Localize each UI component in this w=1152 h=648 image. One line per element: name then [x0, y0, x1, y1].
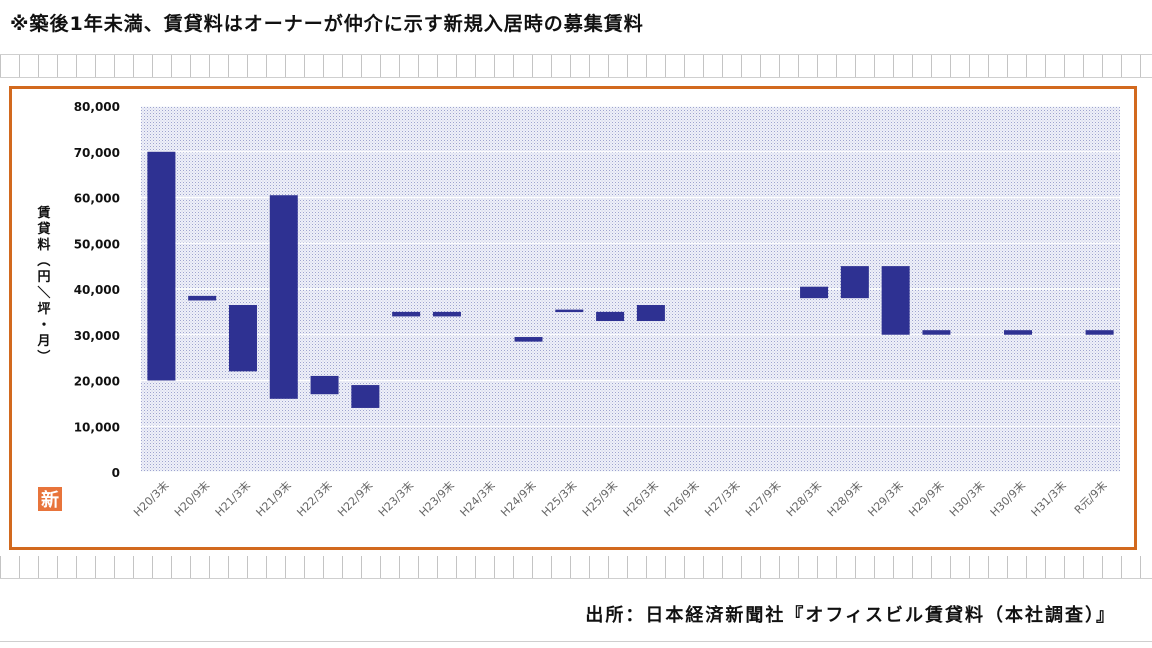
y-axis-label-char: ／	[35, 285, 51, 298]
bar-range	[269, 195, 298, 399]
x-tick-label: H28/3末	[783, 478, 824, 519]
y-axis-label-char: （	[35, 253, 51, 266]
x-tick-label: H20/3末	[131, 478, 172, 519]
sheet-line	[0, 77, 1152, 78]
x-tick-label: H20/9末	[171, 478, 212, 519]
sheet-line	[0, 578, 1152, 579]
bar-range	[840, 266, 869, 299]
x-tick-label: H23/9末	[416, 478, 457, 519]
chart-frame: 0 10,000 20,000 30,000 40,000 50,000 60,000 70,…	[9, 86, 1137, 550]
y-tick-label: 10,000	[74, 420, 120, 434]
x-tick-label: H27/3末	[702, 478, 743, 519]
x-tick-label: H26/3末	[620, 478, 661, 519]
rent-range-chart: 0 10,000 20,000 30,000 40,000 50,000 60,000 70,…	[35, 100, 1120, 519]
y-axis-label-char: ・	[37, 318, 50, 333]
y-axis-label-char: 貸	[37, 221, 50, 237]
bar-range	[881, 266, 910, 335]
y-tick-label: 40,000	[74, 283, 120, 297]
bar-range	[432, 311, 461, 317]
x-tick-label: H27/9末	[742, 478, 783, 519]
x-tick-label: H25/9末	[579, 478, 620, 519]
bar-range	[922, 330, 951, 335]
y-tick-label: 30,000	[74, 329, 120, 343]
x-tick-label: H30/3末	[946, 478, 987, 519]
x-tick-label: H30/9末	[987, 478, 1028, 519]
y-axis-label-char: 料	[37, 237, 50, 253]
x-tick-label: R元/9末	[1071, 478, 1109, 516]
x-tick-label: H31/3末	[1028, 478, 1069, 519]
y-tick-label: 70,000	[74, 146, 120, 160]
svg-text:新: 新	[41, 489, 59, 511]
x-tick-label: H29/9末	[906, 478, 947, 519]
bar-range	[1004, 330, 1033, 335]
x-tick-label: H29/3末	[865, 478, 906, 519]
bar-range	[188, 295, 217, 301]
bars	[147, 151, 1114, 408]
bar-range	[555, 309, 584, 313]
newspaper-logo: 新	[38, 487, 62, 511]
bar-range	[1085, 330, 1114, 335]
x-tick-label: H24/9末	[498, 478, 539, 519]
bar-range	[800, 286, 829, 299]
sheet-cell-row	[0, 556, 1152, 578]
y-axis-ticks: 0 10,000 20,000 30,000 40,000 50,000 60,000 70,…	[74, 100, 120, 480]
x-tick-label: H21/9末	[253, 478, 294, 519]
y-axis-label-char: 坪	[37, 302, 50, 317]
bar-range	[596, 311, 625, 322]
bar-range	[228, 305, 257, 372]
x-tick-label: H24/3末	[457, 478, 498, 519]
x-tick-label: H26/9末	[661, 478, 702, 519]
bar-range	[392, 311, 421, 317]
x-tick-label: H25/3末	[538, 478, 579, 519]
sheet-line	[0, 641, 1152, 642]
bar-range	[636, 305, 665, 322]
y-tick-label: 80,000	[74, 100, 120, 114]
x-axis-ticks: H20/3末 H20/9末 H21/3末 H21/9末 H22/3末 H22/9末 H23/…	[131, 478, 1110, 519]
x-tick-label: H28/9末	[824, 478, 865, 519]
y-tick-label: 20,000	[74, 375, 120, 389]
x-tick-label: H21/3末	[212, 478, 253, 519]
source-credit: 出所：日本経済新聞社『オフィスビル賃貸料（本社調査）』	[585, 605, 1116, 626]
bar-range	[147, 151, 176, 381]
bar-range	[351, 385, 380, 408]
bar-range	[514, 337, 543, 342]
bar-range	[310, 375, 339, 395]
y-axis-label-char: 賃	[36, 205, 50, 221]
y-axis-label-char: ）	[35, 349, 51, 362]
y-axis-label: 賃貸料（ 円／ 坪・月）	[35, 205, 51, 363]
x-tick-label: H22/3末	[294, 478, 335, 519]
y-axis-label-char: 月	[36, 334, 50, 349]
y-tick-label: 0	[112, 466, 120, 480]
y-tick-label: 50,000	[74, 237, 120, 251]
y-axis-label-char: 円	[37, 270, 50, 285]
gridlines	[141, 105, 1120, 473]
sheet-line	[0, 54, 1152, 55]
x-tick-label: H23/3末	[375, 478, 416, 519]
chart-note: ※築後1年未満、賃貸料はオーナーが仲介に示す新規入居時の募集賃料	[10, 13, 644, 35]
x-tick-label: H22/9末	[334, 478, 375, 519]
sheet-cell-row	[0, 55, 1152, 77]
y-tick-label: 60,000	[74, 192, 120, 206]
